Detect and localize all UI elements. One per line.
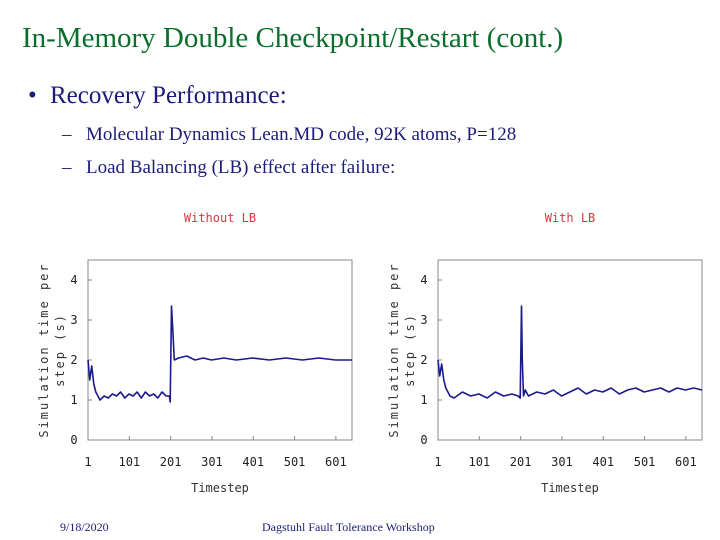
subbullet-text: Molecular Dynamics Lean.MD code, 92K ato…: [86, 124, 517, 145]
x-tick-label: 101: [118, 455, 140, 469]
chart-title: Without LB: [184, 211, 256, 225]
bullet-recovery: • Recovery Performance:: [28, 82, 287, 110]
x-tick-label: 501: [634, 455, 656, 469]
bullet-text: Recovery Performance:: [50, 82, 287, 109]
x-tick-label: 401: [242, 455, 264, 469]
y-tick-label: 4: [420, 273, 427, 287]
x-tick-label: 1: [434, 455, 441, 469]
y-tick-label: 3: [420, 313, 427, 327]
y-axis-label: Simulation time per step (s): [37, 262, 67, 437]
slide-title: In-Memory Double Checkpoint/Restart (con…: [22, 22, 564, 54]
chart-title: With LB: [545, 211, 596, 225]
x-tick-label: 201: [160, 455, 182, 469]
x-tick-label: 601: [325, 455, 347, 469]
x-tick-label: 401: [592, 455, 614, 469]
y-tick-label: 1: [420, 393, 427, 407]
x-tick-label: 301: [201, 455, 223, 469]
subbullet-marker: –: [62, 124, 72, 145]
footer-event: Dagstuhl Fault Tolerance Workshop: [262, 520, 435, 534]
subbullet-text: Load Balancing (LB) effect after failure…: [86, 157, 396, 178]
y-tick-label: 0: [70, 433, 77, 447]
y-tick-label: 2: [70, 353, 77, 367]
plot-frame: [437, 259, 703, 441]
y-tick-label: 1: [70, 393, 77, 407]
x-tick-label: 1: [84, 455, 91, 469]
subbullet-lb-effect: – Load Balancing (LB) effect after failur…: [62, 157, 395, 179]
x-axis-label: Timestep: [191, 481, 249, 495]
subbullet-marker: –: [62, 157, 72, 178]
y-tick-label: 0: [420, 433, 427, 447]
y-axis-label: Simulation time per step (s): [387, 262, 417, 437]
series-line-0: [437, 305, 703, 399]
y-tick-label: 4: [70, 273, 77, 287]
x-tick-label: 301: [551, 455, 573, 469]
x-axis-label: Timestep: [541, 481, 599, 495]
series-line-0: [87, 305, 352, 403]
y-tick-label: 2: [420, 353, 427, 367]
footer-date: 9/18/2020: [60, 520, 109, 534]
x-tick-label: 501: [284, 455, 306, 469]
x-tick-label: 101: [468, 455, 490, 469]
subbullet-md-code: – Molecular Dynamics Lean.MD code, 92K at…: [62, 124, 516, 146]
bullet-marker: •: [28, 82, 37, 109]
x-tick-label: 601: [675, 455, 697, 469]
plot-frame: [87, 259, 353, 441]
x-tick-label: 201: [510, 455, 532, 469]
y-tick-label: 3: [70, 313, 77, 327]
